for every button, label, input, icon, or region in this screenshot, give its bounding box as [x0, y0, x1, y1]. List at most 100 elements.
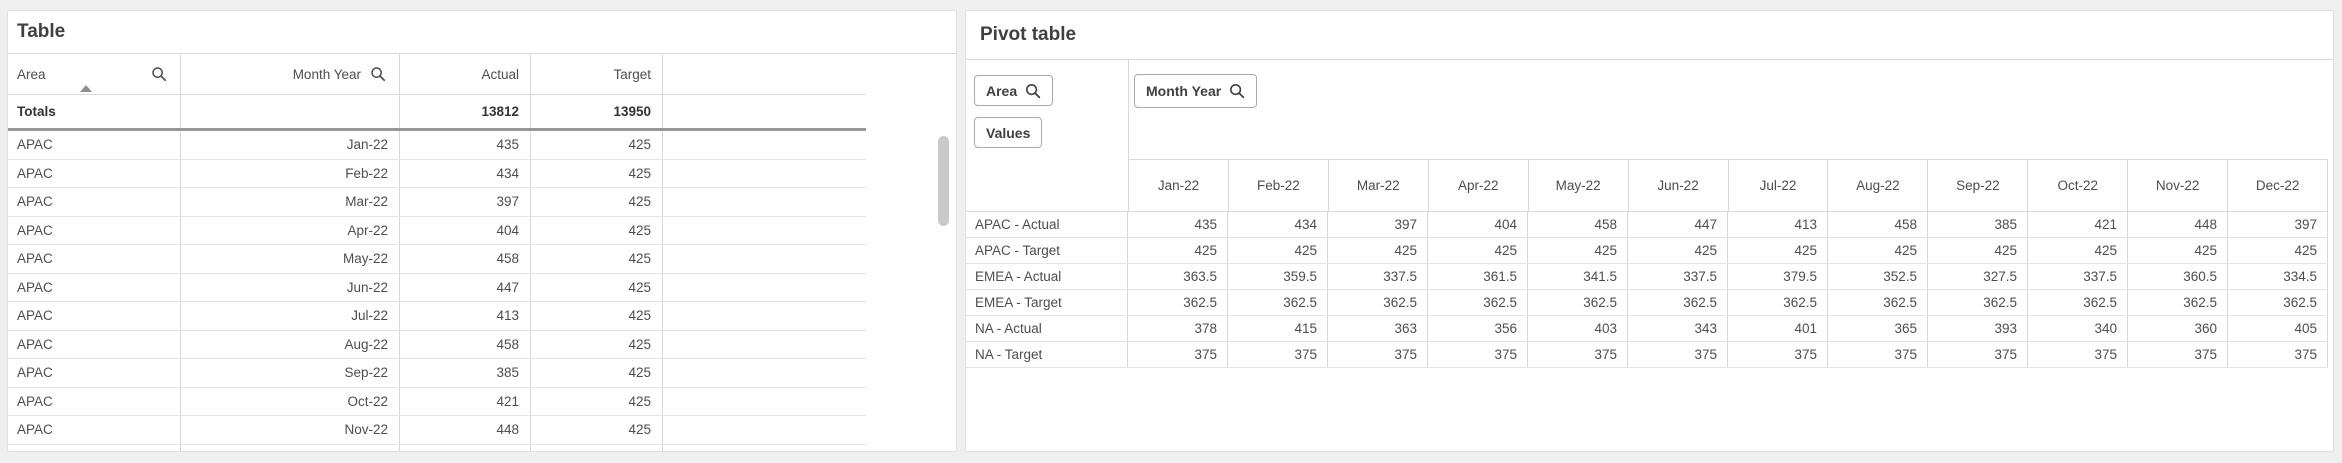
row-dimension-button[interactable]: Area	[974, 75, 1054, 106]
area-cell[interactable]: APAC	[8, 359, 181, 387]
pivot-row-label[interactable]: NA - Actual	[966, 316, 1128, 341]
column-header-actual[interactable]: Actual	[400, 54, 531, 95]
column-dimension-button[interactable]: Month Year	[1134, 74, 1258, 108]
area-cell[interactable]: APAC	[8, 444, 181, 451]
pivot-row: APAC - Actual 435 434 397 404 458 447 413 458 385…	[966, 212, 2328, 238]
target-cell: 425	[531, 273, 663, 301]
header-zone-divider	[1128, 60, 1129, 159]
pivot-column-header[interactable]: Oct-22	[2028, 160, 2129, 211]
month-cell[interactable]: May-22	[181, 245, 400, 273]
search-icon[interactable]	[151, 66, 167, 82]
pivot-value-cell: 360.5	[2128, 264, 2228, 289]
pivot-value-cell: 435	[1128, 212, 1228, 237]
values-button[interactable]: Values	[974, 117, 1043, 148]
actual-cell: 458	[400, 245, 531, 273]
pivot-value-cell: 425	[1828, 238, 1928, 263]
area-cell[interactable]: APAC	[8, 416, 181, 444]
target-cell: 425	[531, 216, 663, 244]
filler-cell	[663, 388, 866, 416]
table-row: APAC Sep-22 385 425	[8, 359, 866, 388]
area-cell[interactable]: APAC	[8, 131, 181, 159]
pivot-row: NA - Target 375 375 375 375 375 375 375 375 375 37…	[966, 342, 2328, 368]
pivot-column-header[interactable]: Dec-22	[2228, 160, 2329, 211]
month-cell[interactable]: Mar-22	[181, 188, 400, 216]
pivot-value-cell: 375	[2128, 342, 2228, 367]
column-header-label: Area	[17, 66, 46, 82]
area-cell[interactable]: APAC	[8, 302, 181, 330]
month-cell[interactable]: Jun-22	[181, 273, 400, 301]
pivot-value-cell: 337.5	[1328, 264, 1428, 289]
search-icon[interactable]	[1229, 83, 1245, 99]
pivot-value-cell: 363.5	[1128, 264, 1228, 289]
pivot-row-label[interactable]: APAC - Actual	[966, 212, 1128, 237]
pivot-value-cell: 425	[1428, 238, 1528, 263]
pivot-column-header[interactable]: Apr-22	[1429, 160, 1529, 211]
pivot-value-cell: 362.5	[1628, 290, 1728, 315]
target-cell: 425	[531, 188, 663, 216]
column-header-target[interactable]: Target	[531, 54, 663, 95]
area-cell[interactable]: APAC	[8, 330, 181, 358]
search-icon[interactable]	[1025, 83, 1041, 99]
pivot-column-header[interactable]: Nov-22	[2128, 160, 2229, 211]
search-icon[interactable]	[370, 66, 386, 82]
column-header-area[interactable]: Area	[8, 54, 181, 95]
vertical-scrollbar-thumb[interactable]	[938, 136, 949, 226]
pivot-value-cell: 327.5	[1928, 264, 2028, 289]
pivot-column-header[interactable]: Feb-22	[1229, 160, 1329, 211]
month-cell[interactable]: Jan-22	[181, 131, 400, 159]
pivot-row: EMEA - Target 362.5 362.5 362.5 362.5 362.5 36…	[966, 290, 2328, 316]
month-cell[interactable]: Apr-22	[181, 216, 400, 244]
pivot-value-cell: 362.5	[2128, 290, 2228, 315]
totals-label: Totals	[8, 95, 181, 128]
pivot-value-cell: 359.5	[1228, 264, 1328, 289]
pivot-row-label[interactable]: EMEA - Actual	[966, 264, 1128, 289]
month-cell[interactable]: Jul-22	[181, 302, 400, 330]
pivot-row-label[interactable]: APAC - Target	[966, 238, 1128, 263]
pivot-column-header[interactable]: Aug-22	[1828, 160, 1929, 211]
month-cell[interactable]: Dec-22	[181, 444, 400, 451]
pivot-value-cell: 434	[1228, 212, 1328, 237]
month-cell[interactable]: Oct-22	[181, 387, 400, 415]
target-cell: 425	[531, 416, 663, 444]
month-cell[interactable]: Nov-22	[181, 416, 400, 444]
area-cell[interactable]: APAC	[8, 245, 181, 273]
pivot-row-label[interactable]: NA - Target	[966, 342, 1128, 367]
month-cell[interactable]: Aug-22	[181, 330, 400, 358]
pivot-column-header[interactable]: Sep-22	[1928, 160, 2029, 211]
pivot-column-header[interactable]: May-22	[1529, 160, 1629, 211]
pivot-value-cell: 375	[1628, 342, 1728, 367]
pivot-value-cell: 425	[1228, 238, 1328, 263]
column-header-month-year[interactable]: Month Year	[181, 54, 400, 95]
target-cell: 425	[531, 131, 663, 159]
table-row: APAC Nov-22 448 425	[8, 416, 866, 445]
filler-cell	[663, 416, 866, 444]
area-cell[interactable]: APAC	[8, 159, 181, 187]
pivot-row-label[interactable]: EMEA - Target	[966, 290, 1128, 315]
month-cell[interactable]: Feb-22	[181, 159, 400, 187]
pivot-value-cell: 362.5	[1128, 290, 1228, 315]
area-cell[interactable]: APAC	[8, 273, 181, 301]
pivot-column-header[interactable]: Jan-22	[1129, 160, 1229, 211]
pivot-value-cell: 385	[1928, 212, 2028, 237]
table-title: Table	[8, 11, 956, 54]
filler-cell	[663, 302, 866, 330]
totals-actual: 13812	[400, 95, 531, 128]
pivot-value-cell: 341.5	[1528, 264, 1628, 289]
pivot-value-cell: 356	[1428, 316, 1528, 341]
pivot-column-header[interactable]: Jul-22	[1729, 160, 1829, 211]
area-cell[interactable]: APAC	[8, 216, 181, 244]
filler-cell	[663, 217, 866, 245]
totals-filler	[663, 95, 866, 128]
pivot-value-cell: 447	[1628, 212, 1728, 237]
pivot-value-cell: 362.5	[1328, 290, 1428, 315]
month-cell[interactable]: Sep-22	[181, 359, 400, 387]
pivot-value-cell: 415	[1228, 316, 1328, 341]
pivot-column-header[interactable]: Jun-22	[1629, 160, 1729, 211]
area-cell[interactable]: APAC	[8, 387, 181, 415]
area-cell[interactable]: APAC	[8, 188, 181, 216]
pivot-value-cell: 425	[1528, 238, 1628, 263]
pivot-column-header[interactable]: Mar-22	[1329, 160, 1429, 211]
table-body: APAC Jan-22 435 425 APAC Feb-22 434 425 APAC Mar-…	[8, 131, 866, 451]
pivot-value-cell: 458	[1528, 212, 1628, 237]
pivot-value-cell: 337.5	[2028, 264, 2128, 289]
